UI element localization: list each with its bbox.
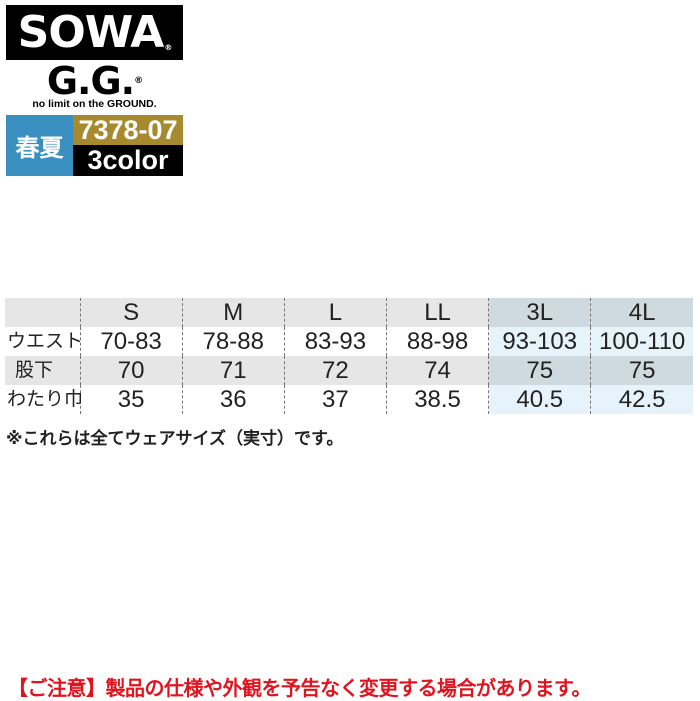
table-header-row: S M L LL 3L 4L bbox=[5, 298, 693, 327]
model-number: 7378-07 bbox=[73, 115, 183, 145]
header-cell: L bbox=[283, 298, 387, 327]
table-row: ウエスト 70-83 78-88 83-93 88-98 93-103 100-… bbox=[5, 327, 693, 356]
cell: 42.5 bbox=[590, 385, 693, 414]
cell: 75 bbox=[488, 356, 591, 385]
cell: 83-93 bbox=[283, 327, 387, 356]
cell: 70 bbox=[79, 356, 183, 385]
registered-mark: ® bbox=[164, 43, 172, 52]
season-badge: 春夏 bbox=[6, 115, 73, 176]
color-count: 3color bbox=[73, 145, 183, 176]
cell: 74 bbox=[385, 356, 489, 385]
cell: 36 bbox=[181, 385, 285, 414]
cell: 78-88 bbox=[181, 327, 285, 356]
cell: 100-110 bbox=[590, 327, 693, 356]
gg-logo: G.G.® bbox=[6, 60, 183, 102]
header-cell bbox=[5, 298, 80, 327]
header-cell: S bbox=[79, 298, 183, 327]
row-label: ウエスト bbox=[5, 327, 83, 356]
size-note: ※これらは全てウェアサイズ（実寸）です。 bbox=[6, 429, 344, 449]
cell: 37 bbox=[283, 385, 387, 414]
tagline: no limit on the GROUND. bbox=[32, 98, 157, 110]
header-cell: 3L bbox=[488, 298, 591, 327]
cell: 70-83 bbox=[79, 327, 183, 356]
cell: 38.5 bbox=[385, 385, 489, 414]
size-table: S M L LL 3L 4L ウエスト 70-83 78-88 83-93 88… bbox=[5, 298, 693, 414]
cell: 75 bbox=[590, 356, 693, 385]
header-cell: M bbox=[181, 298, 285, 327]
cell: 35 bbox=[79, 385, 183, 414]
row-label: 股下 bbox=[5, 356, 80, 385]
sowa-logo: SOWA ® bbox=[6, 5, 183, 60]
cell: 71 bbox=[181, 356, 285, 385]
caution-notice: 【ご注意】製品の仕様や外観を予告なく変更する場合があります。 bbox=[8, 676, 592, 700]
table-row: 股下 70 71 72 74 75 75 bbox=[5, 356, 693, 385]
cell: 72 bbox=[283, 356, 387, 385]
header-cell: 4L bbox=[590, 298, 693, 327]
row-label: わたり巾 bbox=[5, 385, 83, 414]
cell: 93-103 bbox=[488, 327, 591, 356]
header-cell: LL bbox=[385, 298, 489, 327]
logo-text: SOWA bbox=[17, 7, 165, 58]
gg-logo-text: G.G. bbox=[46, 59, 135, 103]
cell: 40.5 bbox=[488, 385, 591, 414]
registered-mark: ® bbox=[134, 76, 143, 86]
table-row: わたり巾 35 36 37 38.5 40.5 42.5 bbox=[5, 385, 693, 414]
cell: 88-98 bbox=[385, 327, 489, 356]
